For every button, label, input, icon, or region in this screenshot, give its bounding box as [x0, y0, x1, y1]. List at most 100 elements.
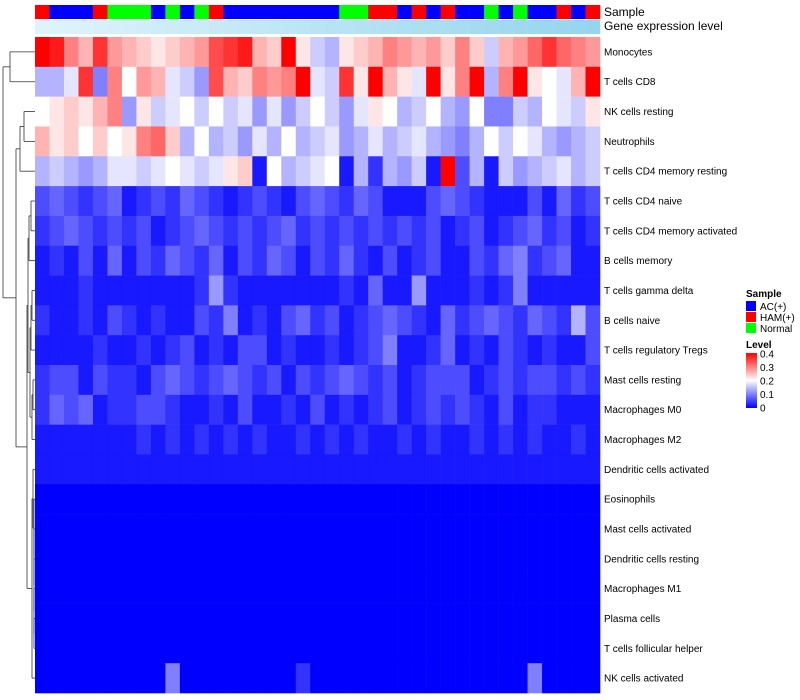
- heatmap-cell-r4-c24: [382, 156, 398, 187]
- heatmap-cell-r7-c26: [411, 245, 427, 276]
- sample-cell-8: [150, 5, 166, 19]
- heatmap-cell-r17-c33: [513, 543, 528, 575]
- legend-level-title: Level: [746, 340, 772, 351]
- heatmap-cell-r0-c23: [368, 37, 383, 68]
- heatmap-cell-r16-c7: [136, 514, 152, 545]
- heatmap-cell-r19-c30: [469, 603, 485, 634]
- heatmap-cell-r6-c19: [310, 215, 326, 247]
- heatmap-cell-r2-c23: [368, 96, 383, 127]
- heatmap-cell-r12-c20: [324, 394, 340, 425]
- heatmap-cell-r2-c24: [382, 96, 398, 127]
- expression-cell-17: [281, 20, 297, 34]
- sample-cell-21: [339, 5, 355, 19]
- heatmap-cell-r14-c6: [121, 454, 137, 485]
- level-tick-0: 0.4: [760, 350, 774, 361]
- heatmap-cell-r8-c25: [397, 275, 412, 306]
- heatmap-cell-r4-c14: [237, 156, 253, 187]
- heatmap-cell-r11-c4: [92, 365, 108, 396]
- heatmap-cell-r15-c26: [411, 484, 427, 515]
- heatmap-cell-r2-c2: [63, 96, 79, 127]
- heatmap-cell-r5-c32: [498, 186, 514, 217]
- heatmap-cell-r21-c28: [440, 663, 456, 694]
- heatmap-cell-r12-c16: [266, 394, 282, 425]
- heatmap-cell-r12-c13: [223, 394, 239, 425]
- heatmap-cell-r17-c32: [498, 543, 514, 575]
- heatmap-cell-r8-c34: [527, 275, 543, 306]
- heatmap-cell-r7-c9: [165, 245, 181, 276]
- heatmap-cell-r14-c35: [542, 454, 557, 485]
- heatmap-cell-r17-c31: [484, 543, 499, 575]
- heatmap-cell-r5-c10: [179, 186, 195, 217]
- heatmap-cell-r11-c0: [35, 365, 50, 396]
- heatmap-cell-r16-c19: [310, 514, 326, 545]
- heatmap-cell-r10-c20: [324, 335, 340, 366]
- heatmap-cell-r19-c14: [237, 603, 253, 634]
- heatmap-cell-r15-c10: [179, 484, 195, 515]
- expression-cell-11: [194, 20, 210, 34]
- heatmap-cell-r5-c20: [324, 186, 340, 217]
- sample-cell-7: [136, 5, 152, 19]
- heatmap-cell-r12-c5: [107, 394, 123, 425]
- heatmap-cell-r10-c0: [35, 335, 50, 366]
- expression-cell-12: [208, 20, 224, 34]
- heatmap-cell-r15-c20: [324, 484, 340, 515]
- sample-cell-19: [310, 5, 326, 19]
- heatmap-cell-r13-c13: [223, 424, 239, 455]
- sample-cell-3: [78, 5, 94, 19]
- heatmap-cell-r8-c4: [92, 275, 108, 306]
- heatmap-cell-r14-c15: [252, 454, 268, 485]
- heatmap-cell-r11-c13: [223, 365, 239, 396]
- heatmap-cell-r1-c14: [237, 66, 253, 97]
- heatmap-cell-r7-c29: [455, 245, 470, 276]
- gene-expression-annotation-label: Gene expression level: [604, 19, 723, 33]
- expression-cell-19: [310, 20, 326, 34]
- heatmap-cell-r0-c7: [136, 37, 152, 68]
- heatmap-cell-r3-c32: [498, 126, 514, 157]
- heatmap-cell-r3-c20: [324, 126, 340, 157]
- heatmap-cell-r4-c30: [469, 156, 485, 187]
- heatmap-cell-r2-c36: [556, 96, 572, 127]
- expression-cell-21: [339, 20, 355, 34]
- heatmap-cell-r11-c27: [426, 365, 441, 396]
- heatmap-cell-r21-c24: [382, 663, 398, 694]
- heatmap-cell-r2-c30: [469, 96, 485, 127]
- heatmap-cell-r13-c3: [78, 424, 94, 455]
- heatmap-cell-r12-c8: [150, 394, 166, 425]
- heatmap-cell-r6-c26: [411, 215, 427, 247]
- heatmap-cell-r20-c32: [498, 633, 514, 664]
- heatmap-cell-r9-c38: [585, 305, 601, 336]
- heatmap-cell-r0-c1: [49, 37, 65, 68]
- heatmap-cell-r10-c35: [542, 335, 557, 366]
- sample-cell-24: [382, 5, 398, 19]
- heatmap-cell-r19-c32: [498, 603, 514, 634]
- heatmap-cell-r21-c26: [411, 663, 427, 694]
- heatmap-cell-r2-c8: [150, 96, 166, 127]
- heatmap-cell-r18-c38: [585, 573, 601, 604]
- heatmap-cell-r7-c31: [484, 245, 499, 276]
- expression-cell-5: [107, 20, 123, 34]
- heatmap-cell-r17-c8: [150, 543, 166, 575]
- heatmap-cell-r16-c11: [194, 514, 210, 545]
- heatmap-cell-r1-c8: [150, 66, 166, 97]
- sample-cell-9: [165, 5, 181, 19]
- sample-cell-5: [107, 5, 123, 19]
- row-dendrogram: [2, 51, 35, 679]
- heatmap-cell-r4-c21: [339, 156, 355, 187]
- heatmap-cell-r17-c36: [556, 543, 572, 575]
- heatmap-cell-r1-c1: [49, 66, 65, 97]
- heatmap-cell-r3-c28: [440, 126, 456, 157]
- heatmap-cell-r12-c2: [63, 394, 79, 425]
- heatmap-cell-r7-c18: [295, 245, 311, 276]
- legend-label-1: HAM(+): [760, 313, 795, 324]
- heatmap-cell-r9-c26: [411, 305, 427, 336]
- heatmap-cell-r1-c17: [281, 66, 297, 97]
- heatmap-cell-r16-c15: [252, 514, 268, 545]
- heatmap-cell-r9-c29: [455, 305, 470, 336]
- heatmap-cell-r15-c12: [208, 484, 224, 515]
- sample-cell-18: [295, 5, 311, 19]
- heatmap-cell-r3-c24: [382, 126, 398, 157]
- heatmap-cell-r6-c4: [92, 215, 108, 247]
- heatmap-cell-r15-c25: [397, 484, 412, 515]
- heatmap-cell-r10-c8: [150, 335, 166, 366]
- heatmap-cell-r3-c11: [194, 126, 210, 157]
